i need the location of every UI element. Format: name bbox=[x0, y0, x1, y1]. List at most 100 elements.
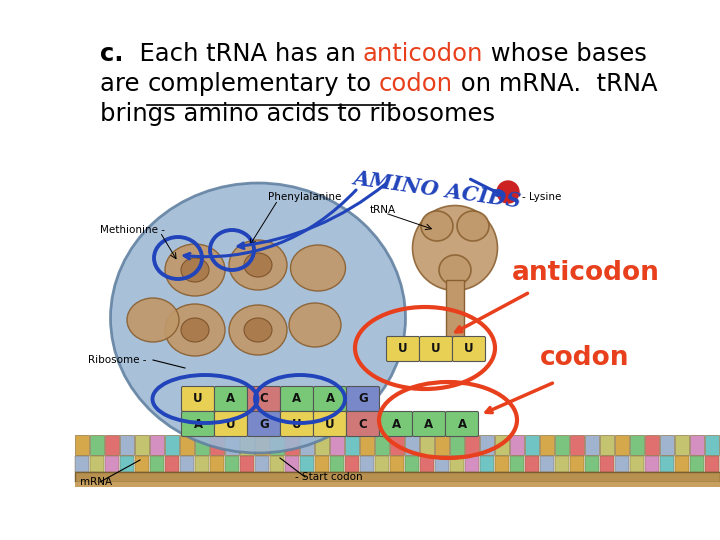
Text: G: G bbox=[358, 393, 368, 406]
Ellipse shape bbox=[457, 211, 489, 241]
Bar bbox=[150, 435, 164, 455]
Bar bbox=[225, 435, 239, 455]
FancyBboxPatch shape bbox=[248, 387, 281, 411]
Bar bbox=[450, 456, 464, 472]
Bar bbox=[255, 435, 269, 455]
Bar bbox=[465, 435, 479, 455]
Bar bbox=[705, 456, 719, 472]
Bar bbox=[120, 435, 134, 455]
Bar bbox=[690, 456, 704, 472]
FancyBboxPatch shape bbox=[181, 387, 215, 411]
Bar bbox=[495, 435, 509, 455]
Bar bbox=[525, 435, 539, 455]
Bar bbox=[600, 456, 614, 472]
Ellipse shape bbox=[439, 255, 471, 285]
Bar bbox=[540, 456, 554, 472]
Bar bbox=[495, 456, 509, 472]
Bar bbox=[446, 280, 464, 340]
Bar bbox=[630, 456, 644, 472]
Bar bbox=[240, 435, 254, 455]
Bar bbox=[510, 435, 524, 455]
Text: mRNA: mRNA bbox=[80, 477, 112, 487]
Bar bbox=[120, 456, 134, 472]
Bar bbox=[255, 456, 269, 472]
Bar bbox=[360, 456, 374, 472]
Text: G: G bbox=[259, 417, 269, 430]
FancyBboxPatch shape bbox=[281, 387, 313, 411]
Text: U: U bbox=[226, 417, 236, 430]
Text: anticodon: anticodon bbox=[363, 42, 483, 66]
Bar bbox=[180, 456, 194, 472]
Ellipse shape bbox=[229, 240, 287, 290]
Bar bbox=[90, 435, 104, 455]
Bar bbox=[135, 456, 149, 472]
Bar bbox=[300, 435, 314, 455]
Text: U: U bbox=[464, 342, 474, 355]
Bar bbox=[330, 456, 344, 472]
Bar bbox=[555, 456, 569, 472]
Text: A: A bbox=[392, 417, 400, 430]
Bar bbox=[480, 456, 494, 472]
Text: A: A bbox=[292, 393, 302, 406]
FancyBboxPatch shape bbox=[379, 411, 413, 436]
Bar bbox=[540, 435, 554, 455]
Bar bbox=[660, 435, 674, 455]
Bar bbox=[75, 456, 89, 472]
Text: tRNA: tRNA bbox=[370, 205, 396, 215]
Bar bbox=[165, 456, 179, 472]
Text: - Start codon: - Start codon bbox=[295, 472, 363, 482]
Bar bbox=[315, 456, 329, 472]
Bar bbox=[615, 435, 629, 455]
Ellipse shape bbox=[229, 305, 287, 355]
Bar bbox=[375, 456, 389, 472]
Bar bbox=[75, 435, 89, 455]
Bar bbox=[135, 435, 149, 455]
Bar bbox=[675, 456, 689, 472]
Bar bbox=[465, 456, 479, 472]
Ellipse shape bbox=[244, 318, 272, 342]
FancyBboxPatch shape bbox=[181, 411, 215, 436]
Text: are: are bbox=[100, 72, 148, 96]
Text: U: U bbox=[325, 417, 335, 430]
Text: A: A bbox=[325, 393, 335, 406]
Bar bbox=[285, 435, 299, 455]
Bar bbox=[555, 435, 569, 455]
Text: Methionine -: Methionine - bbox=[100, 225, 165, 235]
Bar bbox=[405, 456, 419, 472]
FancyBboxPatch shape bbox=[281, 411, 313, 436]
Bar bbox=[705, 435, 719, 455]
Bar bbox=[390, 435, 404, 455]
Ellipse shape bbox=[110, 183, 405, 453]
Text: C: C bbox=[260, 393, 269, 406]
FancyBboxPatch shape bbox=[446, 411, 479, 436]
Bar bbox=[165, 435, 179, 455]
Bar bbox=[105, 456, 119, 472]
Text: to: to bbox=[339, 72, 379, 96]
Circle shape bbox=[497, 181, 519, 203]
Bar bbox=[90, 456, 104, 472]
Text: c.: c. bbox=[100, 42, 124, 66]
Bar bbox=[615, 456, 629, 472]
Ellipse shape bbox=[127, 298, 179, 342]
Bar bbox=[285, 456, 299, 472]
FancyBboxPatch shape bbox=[387, 336, 420, 361]
Bar bbox=[225, 456, 239, 472]
Ellipse shape bbox=[165, 304, 225, 356]
Bar bbox=[150, 456, 164, 472]
Bar bbox=[75, 482, 720, 487]
Ellipse shape bbox=[289, 303, 341, 347]
Text: U: U bbox=[398, 342, 408, 355]
Ellipse shape bbox=[413, 206, 498, 291]
Bar bbox=[345, 435, 359, 455]
Bar bbox=[270, 456, 284, 472]
Bar bbox=[210, 435, 224, 455]
FancyBboxPatch shape bbox=[452, 336, 485, 361]
FancyBboxPatch shape bbox=[420, 336, 452, 361]
Bar bbox=[660, 456, 674, 472]
Bar bbox=[630, 435, 644, 455]
Ellipse shape bbox=[290, 245, 346, 291]
Bar bbox=[420, 456, 434, 472]
Text: C: C bbox=[359, 417, 367, 430]
Bar bbox=[570, 435, 584, 455]
Text: U: U bbox=[193, 393, 203, 406]
